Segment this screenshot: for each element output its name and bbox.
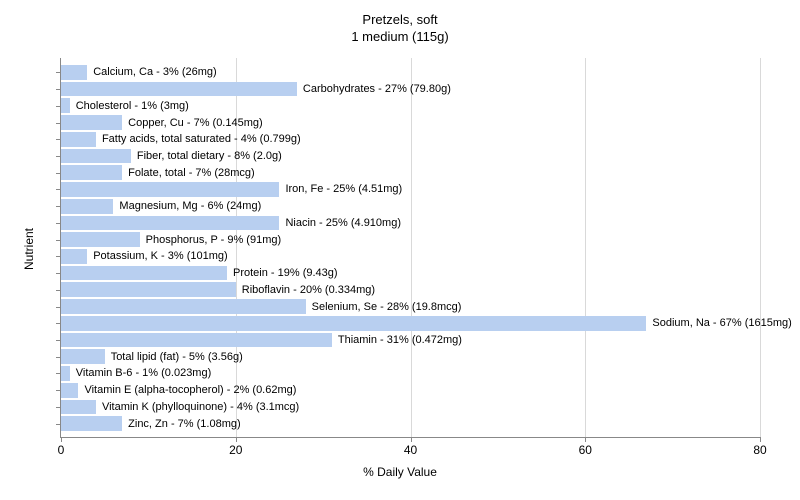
bar-row: Vitamin E (alpha-tocopherol) - 2% (0.62m… [61,382,760,399]
bar-label: Carbohydrates - 27% (79.80g) [297,81,451,98]
bar-label: Fiber, total dietary - 8% (2.0g) [131,148,282,165]
bar-row: Cholesterol - 1% (3mg) [61,97,760,114]
bar [61,165,122,180]
bar-row: Selenium, Se - 28% (19.8mcg) [61,298,760,315]
bar-row: Fatty acids, total saturated - 4% (0.799… [61,131,760,148]
bar-row: Fiber, total dietary - 8% (2.0g) [61,148,760,165]
bar-label: Calcium, Ca - 3% (26mg) [87,64,216,81]
bar-row: Copper, Cu - 7% (0.145mg) [61,114,760,131]
bar [61,299,306,314]
bar-label: Iron, Fe - 25% (4.51mg) [279,181,402,198]
bar [61,98,70,113]
bar-row: Riboflavin - 20% (0.334mg) [61,281,760,298]
x-tick-mark [61,437,62,442]
x-tick-label: 40 [404,443,417,457]
bar-label: Vitamin K (phylloquinone) - 4% (3.1mcg) [96,399,299,416]
bar [61,82,297,97]
gridline [760,58,761,437]
bar-row: Iron, Fe - 25% (4.51mg) [61,181,760,198]
chart-title: Pretzels, soft 1 medium (115g) [0,12,800,46]
plot-area: 020406080Calcium, Ca - 3% (26mg)Carbohyd… [60,58,760,438]
bar-label: Niacin - 25% (4.910mg) [279,215,401,232]
x-tick-mark [760,437,761,442]
x-tick-mark [585,437,586,442]
bar [61,282,236,297]
bar [61,249,87,264]
bar-label: Riboflavin - 20% (0.334mg) [236,281,375,298]
bar-label: Selenium, Se - 28% (19.8mcg) [306,298,462,315]
bar [61,333,332,348]
bar [61,65,87,80]
bar-label: Folate, total - 7% (28mcg) [122,164,255,181]
x-tick-mark [411,437,412,442]
bar [61,349,105,364]
bar [61,149,131,164]
bar-row: Protein - 19% (9.43g) [61,265,760,282]
bar [61,199,113,214]
bar [61,383,78,398]
bar [61,266,227,281]
bar-row: Folate, total - 7% (28mcg) [61,164,760,181]
x-tick-label: 60 [579,443,592,457]
bar-label: Protein - 19% (9.43g) [227,265,338,282]
bar-label: Fatty acids, total saturated - 4% (0.799… [96,131,301,148]
bar-row: Zinc, Zn - 7% (1.08mg) [61,415,760,432]
x-tick-label: 0 [58,443,65,457]
bar-label: Total lipid (fat) - 5% (3.56g) [105,348,243,365]
bar-label: Potassium, K - 3% (101mg) [87,248,228,265]
nutrient-bar-chart: Pretzels, soft 1 medium (115g) 020406080… [0,0,800,500]
x-tick-label: 80 [753,443,766,457]
bar-label: Phosphorus, P - 9% (91mg) [140,231,282,248]
y-axis-label: Nutrient [22,228,36,270]
bar-label: Vitamin B-6 - 1% (0.023mg) [70,365,212,382]
bar-row: Carbohydrates - 27% (79.80g) [61,81,760,98]
bar-label: Cholesterol - 1% (3mg) [70,97,189,114]
title-line-2: 1 medium (115g) [0,29,800,46]
bar-label: Copper, Cu - 7% (0.145mg) [122,114,263,131]
bar-row: Calcium, Ca - 3% (26mg) [61,64,760,81]
bar [61,366,70,381]
bar-row: Sodium, Na - 67% (1615mg) [61,315,760,332]
bar-row: Vitamin K (phylloquinone) - 4% (3.1mcg) [61,399,760,416]
bar [61,400,96,415]
bar-label: Zinc, Zn - 7% (1.08mg) [122,415,240,432]
bar-row: Niacin - 25% (4.910mg) [61,215,760,232]
bar-row: Vitamin B-6 - 1% (0.023mg) [61,365,760,382]
bar [61,416,122,431]
bar-label: Thiamin - 31% (0.472mg) [332,332,462,349]
x-tick-mark [236,437,237,442]
x-tick-label: 20 [229,443,242,457]
bar [61,115,122,130]
bar-row: Magnesium, Mg - 6% (24mg) [61,198,760,215]
bar-row: Potassium, K - 3% (101mg) [61,248,760,265]
bar-row: Thiamin - 31% (0.472mg) [61,332,760,349]
title-line-1: Pretzels, soft [0,12,800,29]
bar [61,216,279,231]
bar [61,132,96,147]
bar [61,182,279,197]
bar-row: Phosphorus, P - 9% (91mg) [61,231,760,248]
bar [61,316,646,331]
bar-label: Vitamin E (alpha-tocopherol) - 2% (0.62m… [78,382,296,399]
bar [61,232,140,247]
bar-row: Total lipid (fat) - 5% (3.56g) [61,348,760,365]
x-axis-label: % Daily Value [0,465,800,479]
bar-label: Magnesium, Mg - 6% (24mg) [113,198,261,215]
bar-label: Sodium, Na - 67% (1615mg) [646,315,791,332]
